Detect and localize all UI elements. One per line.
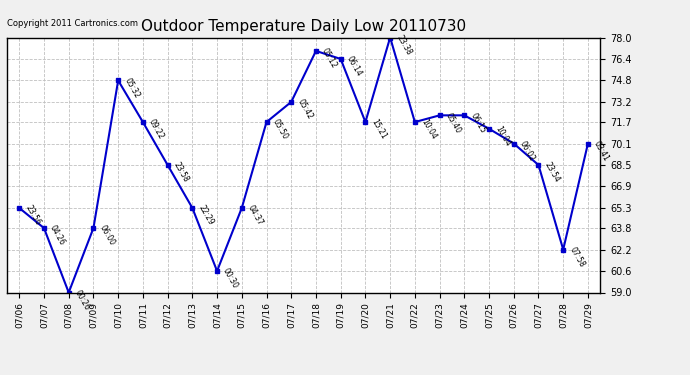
Text: 03:41: 03:41 xyxy=(592,140,611,163)
Text: 23:38: 23:38 xyxy=(394,33,413,57)
Text: 06:15: 06:15 xyxy=(469,111,487,135)
Text: 06:14: 06:14 xyxy=(345,55,364,78)
Text: 06:02: 06:02 xyxy=(518,140,537,163)
Text: 05:40: 05:40 xyxy=(444,111,462,135)
Text: 09:22: 09:22 xyxy=(147,118,166,141)
Text: 04:37: 04:37 xyxy=(246,204,265,227)
Text: 05:50: 05:50 xyxy=(270,118,290,141)
Text: 05:42: 05:42 xyxy=(295,98,314,121)
Text: 06:00: 06:00 xyxy=(97,224,117,248)
Text: Copyright 2011 Cartronics.com: Copyright 2011 Cartronics.com xyxy=(7,19,138,28)
Text: 23:54: 23:54 xyxy=(542,161,562,184)
Text: 22:29: 22:29 xyxy=(197,204,215,227)
Text: 05:32: 05:32 xyxy=(122,76,141,100)
Title: Outdoor Temperature Daily Low 20110730: Outdoor Temperature Daily Low 20110730 xyxy=(141,18,466,33)
Text: 10:04: 10:04 xyxy=(419,118,437,141)
Text: 07:58: 07:58 xyxy=(567,245,586,269)
Text: 10:04: 10:04 xyxy=(493,124,512,148)
Text: 23:58: 23:58 xyxy=(172,161,190,184)
Text: 00:30: 00:30 xyxy=(221,267,240,290)
Text: 04:26: 04:26 xyxy=(48,224,67,248)
Text: 05:12: 05:12 xyxy=(320,47,339,70)
Text: 15:21: 15:21 xyxy=(370,118,388,141)
Text: 00:26: 00:26 xyxy=(73,288,92,312)
Text: 23:56: 23:56 xyxy=(23,204,42,227)
